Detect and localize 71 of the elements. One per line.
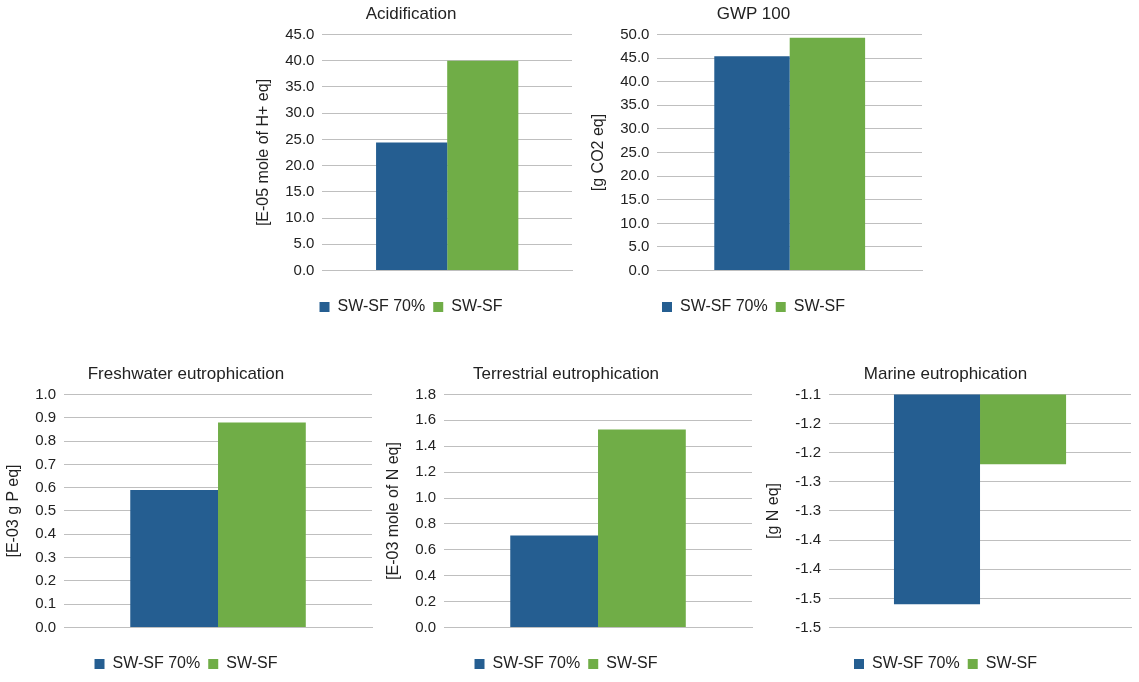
y-tick-label: 10.0	[620, 213, 650, 231]
y-axis-title: [E-03 g P eq]	[4, 464, 22, 558]
y-axis-title: [E-03 mole of N eq]	[384, 442, 402, 580]
legend-label: SW-SF	[226, 654, 278, 672]
y-tick-label: 1.2	[415, 462, 437, 480]
y-tick-label: 1.0	[415, 488, 437, 506]
y-tick-label: 0.9	[35, 407, 57, 425]
y-tick-label: 1.0	[35, 384, 57, 402]
legend-label: SW-SF 70%	[337, 297, 426, 315]
chart-title: Terrestrial eutrophication	[472, 363, 660, 383]
y-tick-label: -1.5	[795, 588, 822, 606]
legend-label: SW-SF 70%	[680, 297, 768, 315]
y-tick-label: 25.0	[285, 129, 315, 147]
y-tick-label: 35.0	[620, 95, 650, 113]
y-tick-label: 1.6	[415, 410, 437, 428]
y-tick-label: 45.0	[620, 48, 650, 66]
y-tick-label: 40.0	[620, 71, 650, 89]
y-tick-label: 0.1	[35, 594, 57, 612]
y-tick-label: 30.0	[620, 119, 650, 137]
legend-label: SW-SF	[985, 654, 1038, 672]
y-tick-label: -1.1	[795, 384, 822, 402]
y-tick-label: -1.3	[795, 471, 822, 489]
y-tick-label: -1.4	[795, 530, 822, 548]
chart-title: Marine eutrophication	[863, 363, 1028, 383]
y-tick-label: 0.6	[35, 477, 57, 495]
y-tick-label: 15.0	[285, 182, 315, 200]
y-tick-label: 0.0	[628, 260, 650, 278]
y-tick-label: 0.0	[293, 260, 315, 278]
y-tick-label: 20.0	[620, 166, 650, 184]
legend-label: SW-SF	[793, 297, 846, 315]
y-tick-label: 0.2	[415, 591, 437, 609]
y-tick-label: 0.8	[35, 431, 57, 449]
y-tick-label: 20.0	[285, 155, 315, 173]
chart-title: Freshwater eutrophication	[87, 363, 285, 383]
y-tick-label: -1.4	[795, 559, 822, 577]
y-tick-label: 5.0	[628, 237, 650, 255]
legend-label: SW-SF 70%	[872, 654, 960, 672]
y-tick-label: 0.7	[35, 454, 57, 472]
legend-label: SW-SF	[606, 654, 658, 672]
y-tick-label: -1.5	[795, 617, 822, 635]
y-tick-label: 1.4	[415, 436, 437, 454]
y-tick-label: 25.0	[620, 142, 650, 160]
y-tick-label: 30.0	[285, 103, 315, 121]
y-tick-label: 0.8	[415, 514, 437, 532]
y-axis-title: [g CO2 eq]	[589, 113, 607, 192]
y-tick-label: 0.2	[35, 571, 57, 589]
y-tick-label: 0.5	[35, 501, 57, 519]
y-tick-label: 50.0	[620, 24, 650, 42]
y-axis-title: [E-05 mole of H+ eq]	[254, 78, 272, 227]
legend-label: SW-SF	[451, 297, 503, 315]
legend-label: SW-SF 70%	[492, 654, 581, 672]
y-tick-label: 10.0	[285, 208, 315, 226]
y-tick-label: 0.0	[35, 617, 57, 635]
y-tick-label: 5.0	[293, 234, 315, 252]
y-tick-label: 15.0	[620, 189, 650, 207]
y-tick-label: 35.0	[285, 77, 315, 95]
y-tick-label: 0.3	[35, 547, 57, 565]
y-tick-label: 40.0	[285, 50, 315, 68]
y-tick-label: -1.2	[795, 413, 822, 431]
y-tick-label: 0.6	[415, 540, 437, 558]
y-tick-label: 0.4	[415, 565, 437, 583]
y-tick-label: 1.8	[415, 384, 437, 402]
y-tick-label: 0.0	[415, 617, 437, 635]
y-tick-label: 45.0	[285, 24, 315, 42]
chart-title: Acidification	[365, 3, 457, 23]
y-tick-label: -1.3	[795, 501, 822, 519]
y-tick-label: 0.4	[35, 524, 57, 542]
legend-label: SW-SF 70%	[112, 654, 201, 672]
y-axis-title: [g N eq]	[764, 482, 782, 540]
y-tick-label: -1.2	[795, 442, 822, 460]
chart-title: GWP 100	[716, 3, 791, 23]
